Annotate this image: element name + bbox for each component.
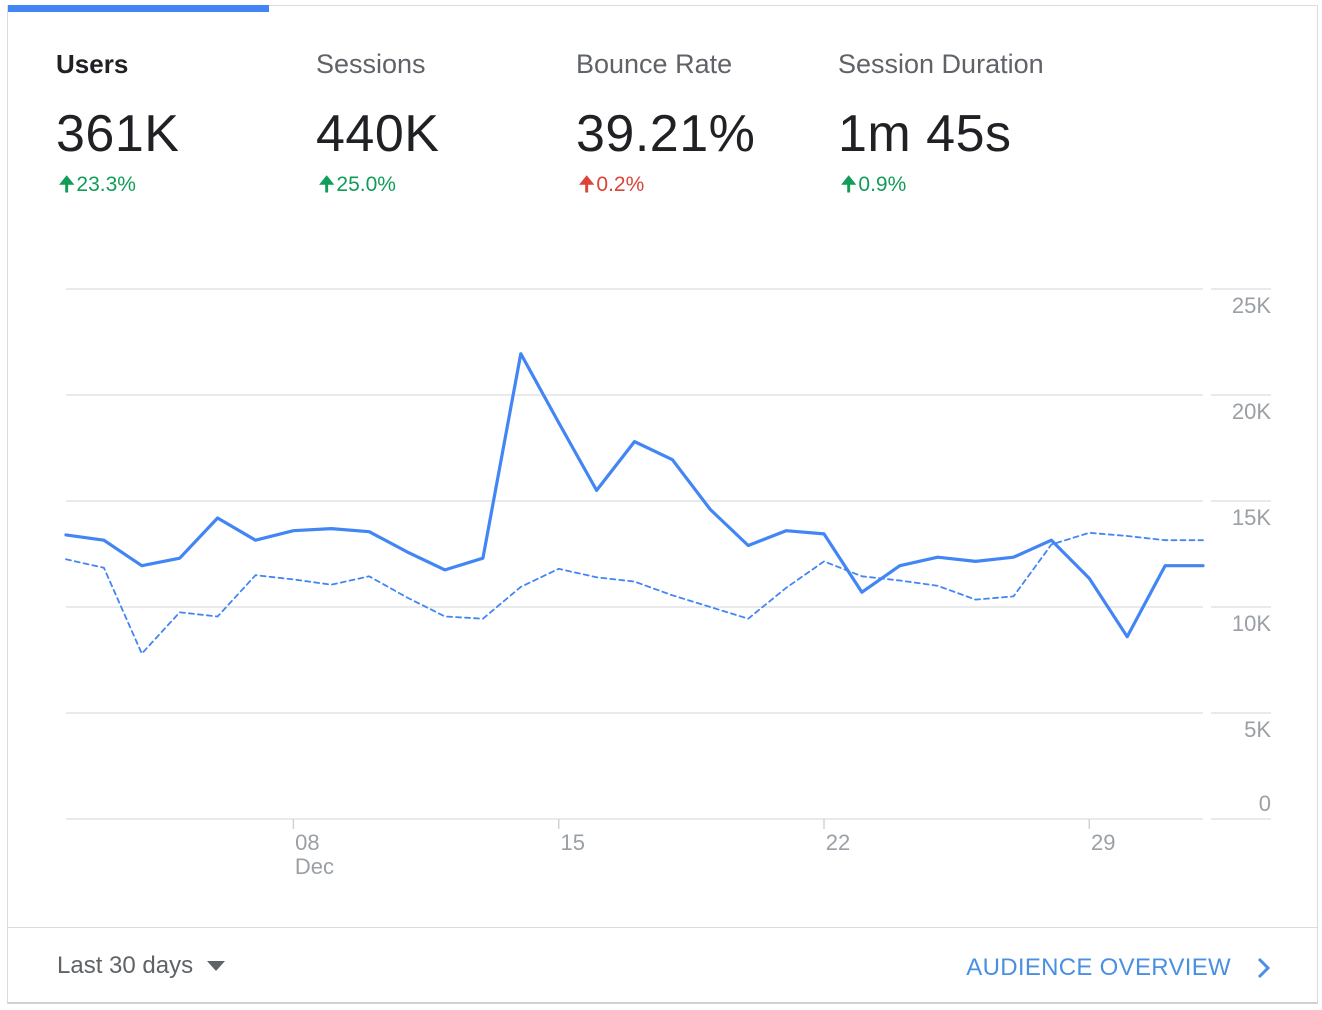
date-range-label: Last 30 days	[57, 952, 194, 979]
arrow-up-icon: 🠉	[318, 173, 336, 196]
date-range-dropdown[interactable]: Last 30 days	[57, 946, 226, 986]
y-tick-label: 0	[1259, 791, 1271, 816]
metric-change-value: 23.3%	[76, 173, 136, 196]
metric-label: Sessions	[316, 49, 426, 79]
y-axis-labels: 25K 20K 15K 10K 5K 0	[1232, 293, 1271, 816]
metric-tab-sessions[interactable]: Sessions 440K 🠉25.0%	[316, 6, 566, 216]
metric-label: Users	[56, 49, 129, 79]
metric-change: 🠉0.2%	[578, 170, 644, 205]
metric-value: 1m 45s	[838, 105, 1012, 163]
y-tick-label: 25K	[1232, 293, 1271, 318]
arrow-up-icon: 🠉	[58, 173, 76, 196]
metric-value: 39.21%	[576, 105, 756, 163]
chart-series	[64, 352, 1205, 655]
x-tick-label: 15	[560, 830, 584, 855]
chart-gridlines	[66, 288, 1271, 820]
y-tick-label: 5K	[1244, 717, 1271, 742]
metric-change-value: 0.2%	[596, 173, 645, 196]
footer-divider	[8, 927, 1317, 928]
analytics-card: Users 361K 🠉23.3% Sessions 440K 🠉25.0% B…	[7, 5, 1318, 1004]
active-tab-indicator	[8, 5, 269, 12]
x-tick-sublabel: Dec	[295, 854, 334, 879]
previous-period-line	[65, 531, 1204, 655]
metric-tab-session-duration[interactable]: Session Duration 1m 45s 🠉0.9%	[838, 6, 1088, 216]
caret-down-icon	[207, 961, 226, 971]
y-tick-label: 15K	[1232, 505, 1271, 530]
current-period-line	[64, 352, 1205, 639]
metric-change: 🠉23.3%	[58, 170, 136, 205]
arrow-up-icon: 🠉	[578, 173, 596, 196]
chevron-right-icon	[1257, 957, 1271, 979]
metric-value: 361K	[56, 105, 180, 163]
metric-value: 440K	[316, 105, 440, 163]
metric-tab-bounce-rate[interactable]: Bounce Rate 39.21% 🠉0.2%	[576, 6, 826, 216]
arrow-up-icon: 🠉	[840, 173, 858, 196]
audience-overview-label: AUDIENCE OVERVIEW	[966, 954, 1231, 981]
y-tick-label: 20K	[1232, 399, 1271, 424]
metric-change: 🠉0.9%	[840, 170, 906, 205]
x-tick-label: 08	[295, 830, 319, 855]
metric-label: Session Duration	[838, 49, 1044, 79]
x-tick-label: 29	[1091, 830, 1115, 855]
metric-change-value: 25.0%	[336, 173, 396, 196]
x-tick-label: 22	[826, 830, 850, 855]
metric-label: Bounce Rate	[576, 49, 733, 79]
y-tick-label: 10K	[1232, 611, 1271, 636]
audience-overview-link[interactable]: AUDIENCE OVERVIEW	[966, 946, 1271, 990]
metric-tab-users[interactable]: Users 361K 🠉23.3%	[56, 6, 306, 216]
metric-change: 🠉25.0%	[318, 170, 396, 205]
metric-change-value: 0.9%	[858, 173, 907, 196]
